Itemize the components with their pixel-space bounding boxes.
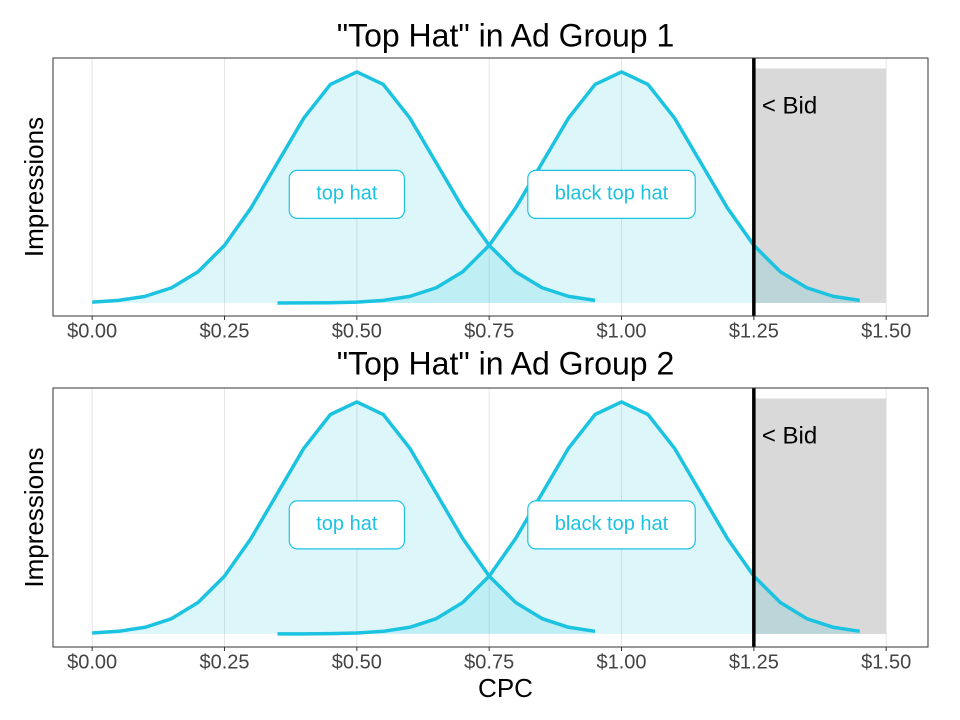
x-tick-label: $0.50	[332, 320, 382, 342]
plot-border	[52, 387, 929, 648]
bid-region	[753, 398, 887, 634]
x-tick-label: $0.75	[464, 651, 514, 673]
x-tick-label: $0.50	[332, 651, 382, 673]
x-tick-label: $0.00	[67, 651, 117, 673]
chart-title: "Top Hat" in Ad Group 2	[337, 345, 675, 381]
x-tick-label: $1.50	[861, 320, 911, 342]
y-axis-label: Impressions	[19, 117, 49, 257]
plot-border	[52, 57, 929, 317]
density-line	[277, 400, 860, 636]
series-label-box	[288, 169, 406, 219]
density-line	[92, 400, 596, 635]
bid-label: < Bid	[762, 92, 817, 119]
series-label: black top hat	[555, 183, 669, 205]
chart-title: "Top Hat" in Ad Group 1	[337, 17, 675, 53]
series-label: black top hat	[555, 513, 669, 535]
x-tick-label: $1.50	[861, 651, 911, 673]
x-tick-label: $0.75	[464, 320, 514, 342]
x-tick-label: $1.25	[729, 320, 779, 342]
density-line	[277, 70, 860, 305]
y-axis-label: Impressions	[19, 447, 49, 587]
x-tick-label: $0.25	[199, 320, 249, 342]
series-label: top hat	[316, 513, 378, 535]
x-tick-label: $1.25	[729, 651, 779, 673]
series-label-box	[527, 169, 696, 219]
x-tick-label: $1.00	[596, 651, 646, 673]
density-line	[92, 70, 596, 304]
series-label-box	[527, 500, 696, 550]
bid-region	[753, 68, 887, 303]
x-tick-label: $0.00	[67, 320, 117, 342]
x-tick-label: $0.25	[199, 651, 249, 673]
bid-label: < Bid	[762, 422, 817, 449]
series-label-box	[288, 500, 406, 550]
series-label: top hat	[316, 183, 378, 205]
x-tick-label: $1.00	[596, 320, 646, 342]
x-axis-label: CPC	[478, 673, 533, 703]
